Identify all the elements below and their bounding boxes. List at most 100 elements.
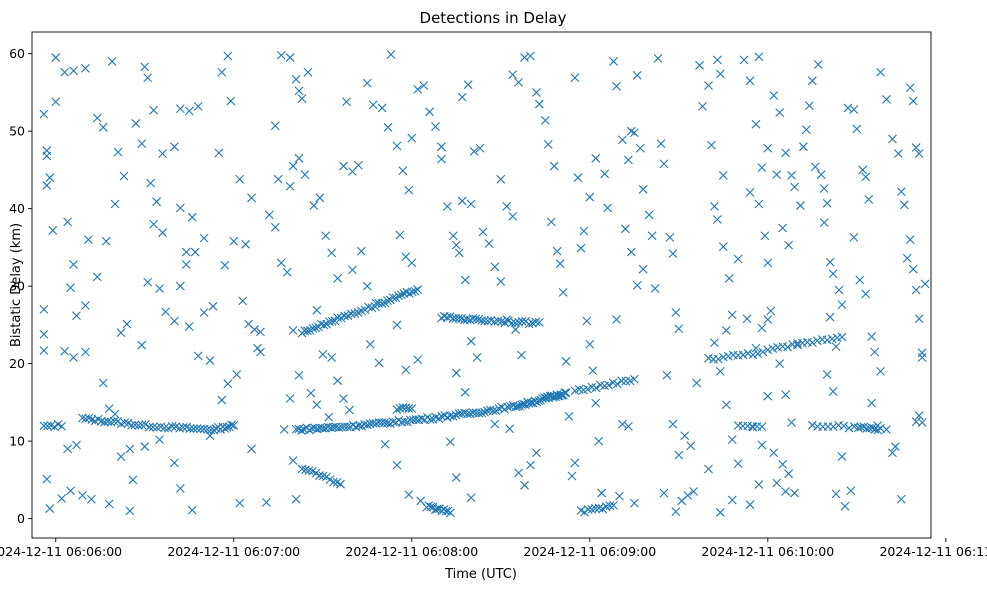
data-point <box>217 395 227 405</box>
data-point <box>659 159 669 169</box>
data-point <box>757 323 767 333</box>
data-point <box>312 305 322 315</box>
data-point <box>227 420 236 430</box>
data-point <box>674 450 684 460</box>
data-point <box>466 336 476 346</box>
data-point <box>101 236 111 246</box>
data-point <box>410 286 420 296</box>
data-point <box>392 460 402 470</box>
data-point <box>175 203 185 213</box>
data-point <box>751 343 761 353</box>
data-point <box>567 471 577 481</box>
data-point <box>588 366 598 376</box>
data-point <box>333 313 342 322</box>
data-point <box>905 83 915 93</box>
data-point <box>665 232 675 242</box>
data-point <box>828 422 838 432</box>
data-point <box>333 274 342 283</box>
data-point <box>353 160 363 170</box>
x-axis-label: Time (UTC) <box>444 567 517 582</box>
data-point <box>398 166 408 176</box>
data-point <box>769 91 779 100</box>
chart-title: Detections in Delay <box>420 9 567 27</box>
data-point <box>294 370 304 380</box>
data-point <box>368 100 378 110</box>
data-point <box>229 236 239 246</box>
data-point <box>187 505 197 515</box>
data-point <box>137 139 147 148</box>
data-point <box>356 246 366 256</box>
data-point <box>531 317 541 327</box>
data-point <box>148 422 158 432</box>
data-point <box>799 142 808 152</box>
data-point <box>122 319 132 329</box>
data-point <box>540 393 549 403</box>
data-point <box>425 415 435 424</box>
data-point <box>668 249 678 259</box>
data-point <box>573 173 583 183</box>
data-point <box>723 351 733 361</box>
data-point <box>503 402 512 412</box>
data-point <box>855 275 865 285</box>
data-point <box>407 133 417 143</box>
data-point <box>585 339 595 349</box>
data-point <box>339 394 348 403</box>
data-point <box>457 196 467 206</box>
data-point <box>604 380 614 390</box>
data-point <box>250 325 259 334</box>
data-point <box>490 317 499 327</box>
data-point <box>192 424 202 433</box>
data-point <box>680 431 690 441</box>
data-point <box>426 502 436 512</box>
data-point <box>856 422 866 432</box>
data-point <box>187 212 197 222</box>
data-point <box>888 134 897 144</box>
data-point <box>223 51 233 61</box>
data-point <box>39 109 49 119</box>
data-point <box>510 318 520 328</box>
data-point <box>784 240 793 250</box>
data-point <box>579 226 589 236</box>
data-point <box>405 289 414 298</box>
data-point <box>632 71 642 80</box>
data-point <box>653 53 663 63</box>
data-point <box>336 479 345 489</box>
data-point <box>130 420 140 430</box>
data-point <box>460 275 470 285</box>
data-point <box>125 444 135 454</box>
data-point <box>339 161 348 171</box>
data-point <box>876 367 885 376</box>
data-point <box>152 197 162 207</box>
data-point <box>852 124 862 134</box>
data-point <box>448 231 458 241</box>
data-point <box>727 435 737 444</box>
data-point <box>407 404 417 413</box>
data-point <box>140 442 150 451</box>
x-tick-label: 2024-12-11 06:07:00 <box>167 544 300 559</box>
data-point <box>392 405 402 414</box>
data-point <box>612 379 622 389</box>
data-point <box>81 347 90 357</box>
data-point <box>306 388 316 398</box>
data-point <box>514 468 523 478</box>
data-point <box>618 419 627 429</box>
data-point <box>448 412 458 421</box>
data-point <box>760 231 770 241</box>
data-point <box>445 508 455 518</box>
data-point <box>517 350 526 360</box>
data-point <box>727 310 737 320</box>
data-point <box>704 464 713 474</box>
data-point <box>392 320 402 330</box>
data-point <box>229 420 239 430</box>
data-point <box>763 143 773 153</box>
data-point <box>896 187 906 197</box>
data-point <box>315 193 325 203</box>
data-point <box>217 67 227 77</box>
data-point <box>199 308 209 317</box>
data-point <box>911 285 921 295</box>
data-point <box>327 316 337 326</box>
data-point <box>908 96 918 106</box>
data-point <box>576 243 586 253</box>
data-point <box>816 170 826 179</box>
data-point <box>282 267 292 277</box>
